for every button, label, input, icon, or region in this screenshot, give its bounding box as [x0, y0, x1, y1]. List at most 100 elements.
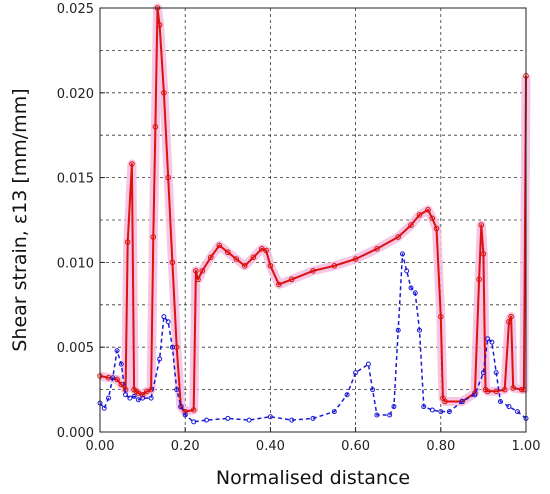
red-data-point — [484, 388, 491, 395]
blue-data-point — [131, 393, 137, 399]
blue-data-point — [101, 405, 107, 411]
red-data-point — [276, 281, 282, 288]
axes: 0.00 0.20 0.40 0.60 0.80 1.00 0.000 0.005 0.010 0… — [57, 2, 541, 454]
red-data-point — [190, 407, 197, 413]
red-data-point — [195, 276, 201, 283]
x-tick-label: 1.00 — [512, 439, 541, 454]
y-tick-label: 0.005 — [57, 341, 94, 356]
blue-data-point — [178, 404, 184, 410]
blue-data-point — [421, 404, 427, 410]
red-data-point — [139, 391, 146, 398]
red-data-point — [395, 234, 402, 240]
blue-data-point — [310, 415, 316, 421]
blue-data-point — [140, 395, 146, 401]
red-data-point — [267, 262, 274, 269]
blue-data-point — [446, 409, 452, 415]
red-data-point — [408, 222, 414, 228]
blue-data-point — [289, 417, 295, 423]
blue-data-point — [374, 412, 380, 418]
red-data-point — [124, 239, 131, 245]
blue-data-point — [182, 412, 188, 418]
red-data-point — [518, 386, 525, 393]
red-data-point — [288, 276, 295, 283]
blue-data-point — [489, 339, 495, 345]
red-series-line — [99, 7, 527, 413]
red-data-point — [442, 398, 448, 405]
blue-data-point — [485, 336, 491, 342]
red-data-point — [510, 385, 517, 391]
red-data-point — [508, 313, 514, 320]
blue-data-point — [395, 327, 401, 333]
blue-data-point — [370, 387, 376, 393]
x-tick-label: 0.60 — [341, 439, 370, 454]
red-data-point — [506, 318, 512, 325]
red-data-point — [352, 256, 359, 262]
x-tick-label: 0.20 — [171, 439, 200, 454]
red-data-point — [433, 225, 440, 232]
blue-data-point — [267, 414, 273, 420]
blue-data-point — [118, 361, 124, 367]
y-tick-label: 0.000 — [57, 426, 94, 441]
blue-data-point — [404, 268, 410, 274]
y-axis-title: Shear strain, ε13 [mm/mm] — [9, 88, 31, 351]
y-tick-label: 0.025 — [57, 2, 94, 17]
red-data-point — [476, 276, 482, 283]
blue-data-point — [353, 370, 359, 376]
blue-data-point — [391, 404, 397, 410]
y-tick-label: 0.010 — [57, 256, 94, 271]
blue-data-point — [110, 375, 116, 381]
red-data-point — [156, 22, 163, 28]
red-data-point — [425, 207, 431, 213]
red-data-point — [150, 234, 157, 240]
blue-data-point — [408, 285, 414, 291]
red-data-point — [225, 249, 231, 256]
blue-data-point — [165, 319, 171, 325]
red-data-point — [161, 90, 167, 96]
blue-data-point — [412, 290, 418, 296]
y-tick-label: 0.015 — [57, 172, 94, 187]
grid — [100, 8, 526, 432]
x-tick-label: 0.00 — [86, 439, 115, 454]
series-layer — [97, 5, 529, 425]
blue-data-point — [438, 409, 444, 415]
red-data-point — [416, 212, 423, 218]
y-tick-label: 0.020 — [57, 87, 94, 102]
blue-data-point — [135, 397, 141, 403]
red-data-point — [152, 123, 159, 130]
blue-data-point — [123, 392, 129, 398]
red-data-point — [114, 376, 120, 383]
x-tick-label: 0.80 — [426, 439, 455, 454]
blue-data-point — [480, 370, 486, 376]
red-data-point — [216, 242, 223, 249]
red-data-point — [374, 246, 380, 252]
blue-data-point — [344, 392, 350, 398]
blue-data-point — [506, 404, 512, 410]
red-data-point — [129, 161, 135, 167]
blue-data-point — [497, 398, 503, 404]
blue-data-point — [387, 412, 393, 418]
blue-data-point — [169, 344, 175, 350]
red-data-point — [242, 262, 248, 269]
blue-data-point — [191, 419, 197, 425]
blue-data-point — [157, 356, 163, 362]
blue-data-point — [417, 327, 422, 333]
red-data-point — [480, 251, 487, 257]
red-data-point — [478, 222, 485, 228]
red-data-point — [438, 313, 444, 320]
blue-data-point — [174, 387, 180, 393]
blue-data-point — [127, 395, 133, 401]
red-data-point — [429, 215, 436, 222]
blue-data-point — [514, 409, 520, 415]
blue-data-point — [429, 407, 435, 413]
red-data-point — [331, 262, 338, 269]
red-data-point — [493, 388, 499, 395]
blue-data-point — [493, 370, 499, 376]
blue-data-point — [225, 415, 231, 421]
blue-data-point — [114, 348, 120, 354]
plot-frame — [99, 7, 527, 433]
blue-data-point — [365, 361, 371, 367]
red-data-point — [310, 268, 316, 274]
blue-data-point — [331, 409, 337, 415]
blue-data-point — [246, 417, 252, 423]
blue-data-point — [148, 395, 154, 401]
